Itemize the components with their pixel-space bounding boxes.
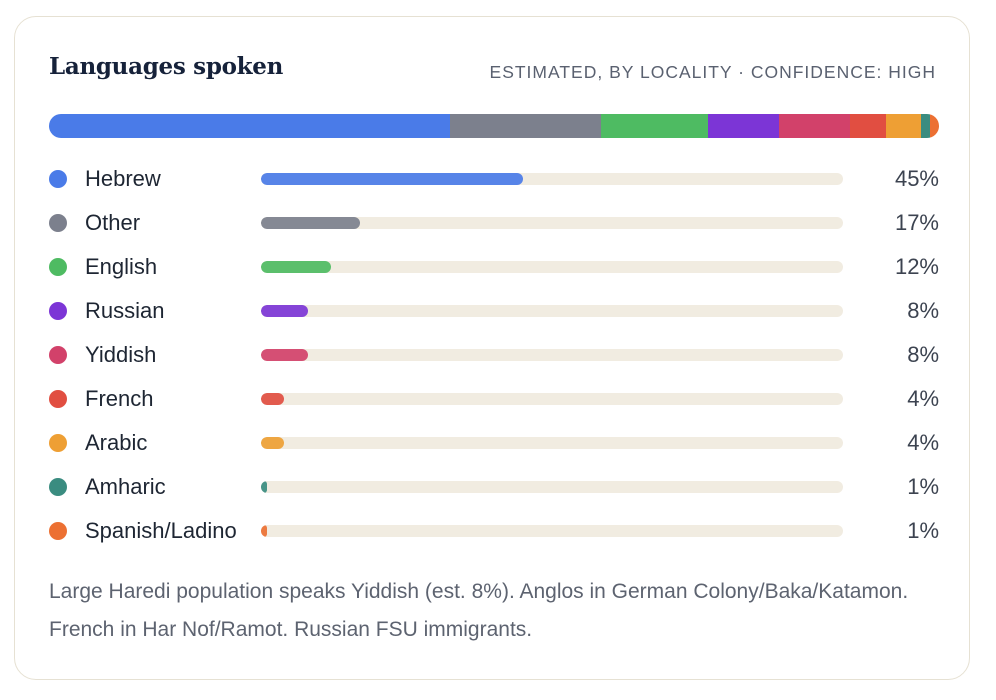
percent-label: 17% bbox=[894, 210, 939, 235]
bar-track bbox=[261, 349, 843, 361]
stack-segment-yiddish bbox=[778, 114, 850, 138]
language-label: Yiddish bbox=[85, 342, 157, 367]
bar-track bbox=[261, 393, 843, 405]
legend-dot bbox=[49, 478, 67, 496]
language-row: Hebrew 45% bbox=[49, 161, 939, 205]
card-title: Languages spoken bbox=[49, 53, 284, 80]
language-row: Spanish/Ladino 1% bbox=[49, 513, 939, 557]
language-label: English bbox=[85, 254, 158, 279]
bar-fill bbox=[261, 173, 523, 185]
bar-track bbox=[261, 261, 843, 273]
bar-fill bbox=[261, 481, 267, 493]
percent-label: 8% bbox=[907, 342, 939, 367]
legend-dot bbox=[49, 214, 67, 232]
legend-dot bbox=[49, 346, 67, 364]
percent-label: 1% bbox=[907, 474, 939, 499]
stack-segment-french bbox=[849, 114, 886, 138]
bar-fill bbox=[261, 393, 285, 405]
stack-segment-spanish-ladino bbox=[930, 114, 939, 138]
bar-track bbox=[261, 173, 843, 185]
bar-track bbox=[261, 525, 843, 537]
percent-label: 4% bbox=[907, 386, 939, 411]
language-label: French bbox=[85, 386, 154, 411]
legend-dot bbox=[49, 170, 67, 188]
bar-fill bbox=[261, 261, 331, 273]
bar-track bbox=[261, 217, 843, 229]
percent-label: 45% bbox=[894, 166, 939, 191]
language-row: Arabic 4% bbox=[49, 425, 939, 469]
bar-fill bbox=[261, 217, 360, 229]
stack-segment-russian bbox=[707, 114, 779, 138]
language-label: Other bbox=[85, 210, 141, 235]
language-row: Yiddish 8% bbox=[49, 337, 939, 381]
languages-card: Languages spoken ESTIMATED, BY LOCALITY … bbox=[14, 16, 970, 680]
language-row: English 12% bbox=[49, 249, 939, 293]
bar-track bbox=[261, 481, 843, 493]
legend-dot bbox=[49, 258, 67, 276]
percent-label: 12% bbox=[894, 254, 939, 279]
stack-segment-other bbox=[449, 114, 601, 138]
percent-label: 1% bbox=[907, 518, 939, 543]
bar-fill bbox=[261, 525, 267, 537]
language-label: Amharic bbox=[85, 474, 166, 499]
language-row: Other 17% bbox=[49, 205, 939, 249]
language-label: Russian bbox=[85, 298, 165, 323]
legend-dot bbox=[49, 302, 67, 320]
legend-dot bbox=[49, 434, 67, 452]
bar-track bbox=[261, 305, 843, 317]
legend-dot bbox=[49, 390, 67, 408]
stacked-share-bar bbox=[49, 114, 939, 138]
percent-label: 8% bbox=[907, 298, 939, 323]
language-label: Spanish/Ladino bbox=[85, 518, 237, 543]
bar-fill bbox=[261, 349, 308, 361]
bar-fill bbox=[261, 437, 285, 449]
card-subtitle: ESTIMATED, BY LOCALITY · CONFIDENCE: HIG… bbox=[489, 62, 936, 82]
card-note: Large Haredi population speaks Yiddish (… bbox=[49, 580, 909, 641]
language-row: Amharic 1% bbox=[49, 469, 939, 513]
percent-label: 4% bbox=[907, 430, 939, 455]
stack-segment-hebrew bbox=[49, 114, 450, 138]
stack-segment-arabic bbox=[885, 114, 922, 138]
language-row: French 4% bbox=[49, 381, 939, 425]
language-label: Hebrew bbox=[85, 166, 161, 191]
stack-segment-amharic bbox=[921, 114, 931, 138]
language-list: Hebrew 45% Other 17% English 12% Russian 8% Yidd… bbox=[49, 161, 939, 557]
bar-track bbox=[261, 437, 843, 449]
language-row: Russian 8% bbox=[49, 293, 939, 337]
language-label: Arabic bbox=[85, 430, 148, 455]
legend-dot bbox=[49, 522, 67, 540]
bar-fill bbox=[261, 305, 308, 317]
stack-segment-english bbox=[600, 114, 708, 138]
